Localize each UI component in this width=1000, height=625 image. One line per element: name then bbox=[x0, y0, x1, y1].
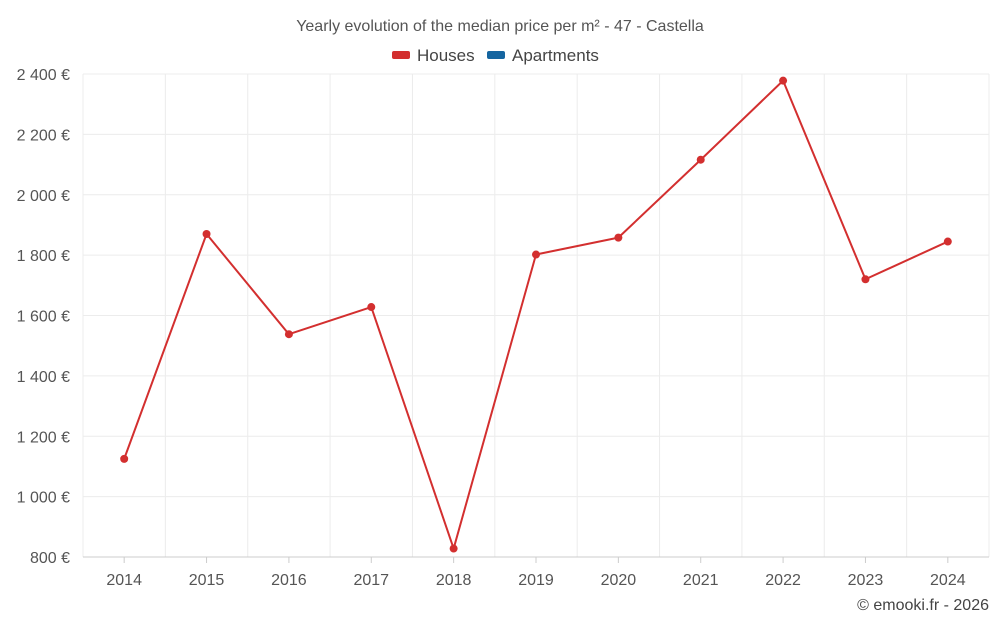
legend-swatch-houses bbox=[392, 51, 410, 59]
data-point-houses-2021[interactable] bbox=[696, 155, 705, 164]
data-point-houses-2023[interactable] bbox=[861, 275, 870, 284]
y-tick-label: 2 200 € bbox=[17, 127, 70, 144]
legend: Houses Apartments bbox=[392, 46, 599, 65]
x-tick-label: 2019 bbox=[518, 572, 554, 589]
data-point-houses-2022[interactable] bbox=[779, 76, 788, 85]
x-tick-label: 2021 bbox=[683, 572, 719, 589]
y-tick-label: 1 400 € bbox=[17, 369, 70, 386]
series-layer bbox=[120, 76, 952, 553]
legend-item-houses[interactable]: Houses bbox=[392, 46, 475, 65]
x-tick-label: 2016 bbox=[271, 572, 307, 589]
x-tick-label: 2023 bbox=[848, 572, 884, 589]
x-tick-label: 2015 bbox=[189, 572, 225, 589]
data-point-houses-2014[interactable] bbox=[120, 454, 129, 463]
grid bbox=[82, 73, 990, 558]
y-tick-label: 1 600 € bbox=[17, 309, 70, 326]
legend-label-apartments: Apartments bbox=[512, 46, 599, 65]
y-tick-label: 1 000 € bbox=[17, 490, 70, 507]
y-tick-label: 2 400 € bbox=[17, 67, 70, 84]
y-tick-label: 2 000 € bbox=[17, 188, 70, 205]
data-point-houses-2015[interactable] bbox=[202, 229, 211, 238]
x-tick-label: 2022 bbox=[765, 572, 801, 589]
data-point-houses-2024[interactable] bbox=[943, 237, 952, 246]
x-tick-label: 2024 bbox=[930, 572, 966, 589]
x-tick-label: 2014 bbox=[106, 572, 142, 589]
x-axis: 2014 2015 2016 2017 2018 2019 2020 2021 2022 2023… bbox=[83, 556, 989, 589]
credit-text: © emooki.fr - 2026 bbox=[857, 597, 989, 614]
y-tick-label: 1 200 € bbox=[17, 429, 70, 446]
data-point-houses-2018[interactable] bbox=[449, 544, 458, 553]
chart-title: Yearly evolution of the median price per… bbox=[296, 18, 704, 35]
y-axis: 800 € 1 000 € 1 200 € 1 400 € 1 600 € 1 800 €… bbox=[17, 67, 70, 567]
legend-label-houses: Houses bbox=[417, 46, 475, 65]
x-tick-label: 2017 bbox=[353, 572, 389, 589]
y-tick-label: 1 800 € bbox=[17, 248, 70, 265]
data-point-houses-2020[interactable] bbox=[614, 233, 623, 242]
data-point-houses-2017[interactable] bbox=[367, 303, 376, 312]
x-tick-label: 2018 bbox=[436, 572, 472, 589]
y-tick-label: 800 € bbox=[30, 550, 70, 567]
data-point-houses-2019[interactable] bbox=[532, 250, 540, 259]
legend-swatch-apartments bbox=[487, 51, 505, 59]
data-point-houses-2016[interactable] bbox=[284, 330, 293, 339]
legend-item-apartments[interactable]: Apartments bbox=[487, 46, 599, 65]
x-tick-label: 2020 bbox=[601, 572, 637, 589]
